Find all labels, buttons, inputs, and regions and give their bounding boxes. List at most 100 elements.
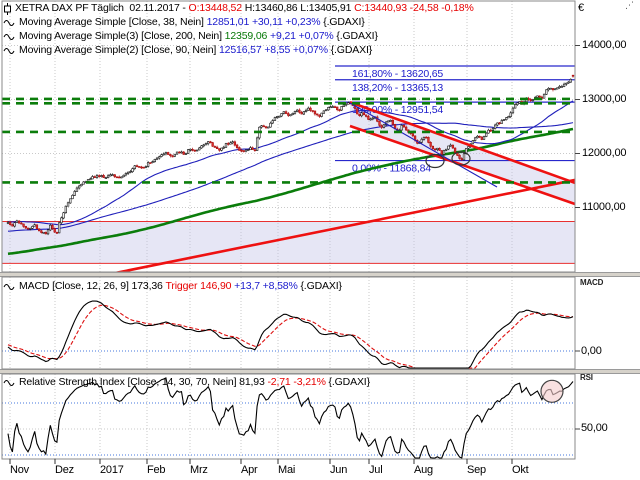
channel-top-line (349, 100, 576, 185)
candle-body (331, 106, 334, 108)
rising-trendline (99, 178, 576, 278)
candle-body (307, 107, 310, 111)
candle-body (242, 150, 245, 152)
candle-body (380, 125, 383, 128)
candle-body (560, 86, 564, 88)
rsi-mid-label: 50,00 (581, 422, 608, 434)
candle-body (262, 125, 265, 128)
candle-body (420, 138, 423, 143)
candle-body (244, 149, 248, 152)
candle-body (347, 102, 350, 105)
candle-body (433, 148, 437, 151)
candle-body (191, 149, 194, 151)
rsi-panel[interactable] (1, 373, 580, 464)
indicator-header-line[interactable]: XETRA DAX PF Täglich 02.11.2017 - O:1344… (3, 2, 474, 15)
candle-body (62, 212, 65, 219)
candle-body (449, 144, 452, 147)
main-price-panel[interactable]: 161,80% - 13620,65 138,20% - 13365,13 100,… (1, 0, 580, 278)
candle-body (478, 135, 481, 138)
macd-panel[interactable] (1, 276, 580, 370)
candle-body (509, 112, 512, 117)
macd-zero-label: 0,00 (581, 345, 602, 357)
candle-body (233, 141, 237, 146)
rsi-panel-tag: RSI (580, 373, 593, 382)
candle-body (264, 126, 268, 129)
corner-grip-icon[interactable]: ⋰ (625, 1, 634, 11)
candle-body (429, 141, 432, 147)
candle-body (204, 143, 208, 146)
candle-body (255, 137, 259, 151)
candle-body (144, 166, 148, 168)
candle-body (153, 159, 156, 162)
indicator-header-line[interactable]: Relative Strength Index [Close, 14, 30, … (3, 376, 370, 389)
candle-body (82, 181, 85, 185)
candle-body (547, 88, 550, 91)
header-segment: MACD [Close, 12, 26, 9] 173,36 (19, 280, 166, 292)
candle-body (58, 222, 61, 234)
candle-body (251, 147, 254, 150)
time-axis-label: Sep (467, 464, 486, 476)
candle-body (569, 78, 572, 83)
candle-body (13, 222, 16, 227)
candle-body (545, 89, 548, 95)
header-segment: -2,71 -3,21% (267, 376, 329, 388)
candlestick-icon (4, 2, 11, 15)
time-axis-label: Feb (147, 464, 166, 476)
wave-icon (3, 284, 15, 290)
candle-body (471, 140, 475, 145)
header-segment: Relative Strength Index [Close, 14, 30, … (19, 376, 268, 388)
candle-body (482, 136, 486, 140)
candle-body (46, 229, 50, 235)
candle-body (71, 195, 74, 200)
price-zone (2, 221, 575, 264)
candle-body (11, 224, 14, 227)
indicator-header-line[interactable]: Moving Average Simple(2) [Close, 90, Nei… (3, 44, 372, 57)
header-segment: H:13460,86 L:13405,91 (244, 2, 355, 14)
candle-body (167, 152, 170, 155)
candle-body (447, 145, 450, 150)
candle-body (26, 227, 30, 230)
indicator-header-line[interactable]: MACD [Close, 12, 26, 9] 173,36 Trigger 1… (3, 280, 342, 293)
header-segment: {.GDAXI} (300, 280, 342, 292)
candle-body (40, 230, 43, 233)
price-axis-label: 11000,00 (582, 201, 626, 213)
indicator-header-line[interactable]: Moving Average Simple(3) [Close, 200, Ne… (3, 30, 378, 43)
time-axis-label: Jul (369, 464, 383, 476)
time-axis-label: Mrz (190, 464, 208, 476)
header-segment: Moving Average Simple(3) [Close, 200, Ne… (19, 30, 225, 42)
candle-body (565, 82, 568, 85)
candle-body (438, 148, 441, 151)
candle-body (164, 152, 168, 155)
candle-body (318, 114, 321, 117)
candle-body (554, 88, 557, 91)
candle-body (115, 176, 119, 179)
candle-body (378, 120, 381, 126)
candle-body (133, 165, 136, 169)
candle-body (187, 149, 190, 154)
candle-body (336, 106, 339, 110)
candle-body (496, 122, 499, 126)
candle-body (549, 87, 552, 90)
price-axis-label: 14000,00 (582, 39, 627, 51)
candle-body (342, 104, 346, 107)
header-segment: 12516,57 +8,55 +0,07% (218, 44, 331, 56)
candle-body (227, 143, 230, 145)
candle-body (300, 112, 303, 115)
candle-body (538, 95, 541, 98)
candle-body (391, 119, 394, 125)
wave-icon (3, 380, 15, 386)
candle-body (431, 145, 435, 150)
candle-body (358, 113, 361, 116)
candle-body (155, 157, 159, 160)
candle-body (66, 202, 70, 207)
candle-body (356, 108, 359, 115)
price-axis-label: 12000,00 (582, 147, 627, 159)
header-segment: {.GDAXI} (323, 16, 365, 28)
candle-body (425, 136, 428, 139)
candle-body (184, 153, 188, 155)
indicator-header-line[interactable]: Moving Average Simple [Close, 38, Nein] … (3, 16, 365, 29)
candle-body (571, 74, 575, 77)
candle-body (78, 185, 81, 189)
